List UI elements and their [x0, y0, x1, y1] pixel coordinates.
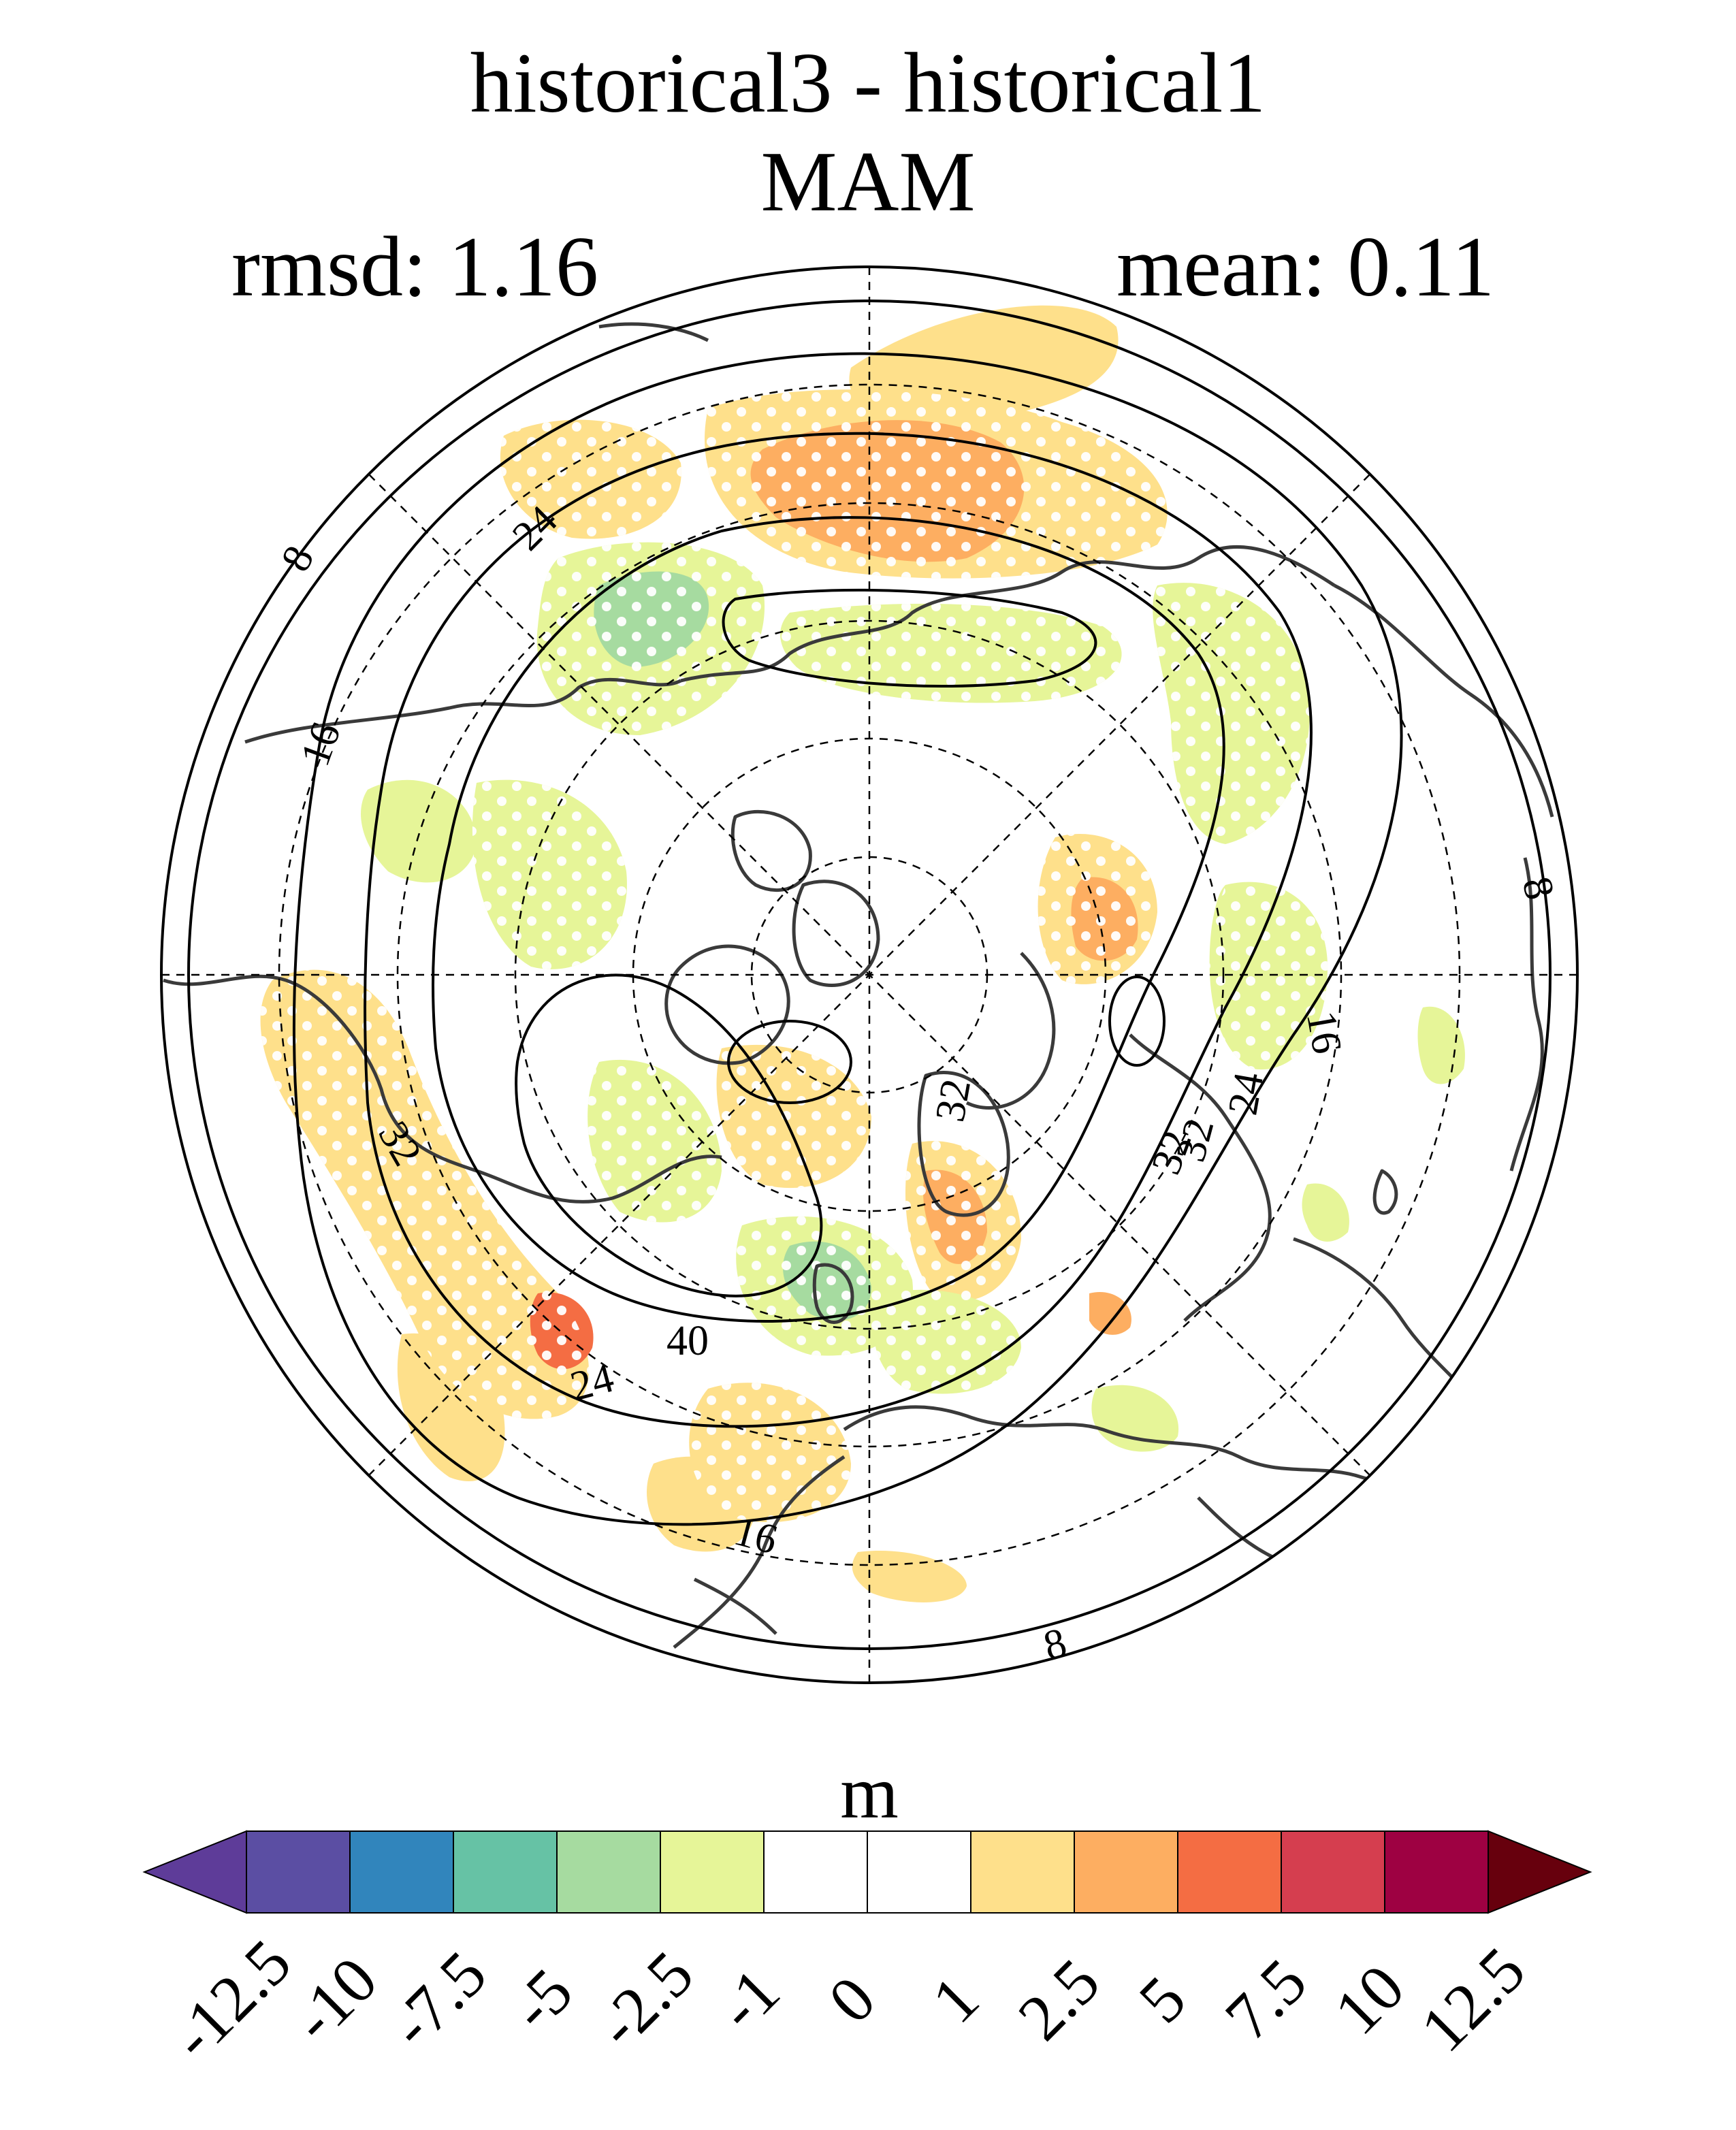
colorbar-tick-label: 12.5 [1407, 1933, 1539, 2065]
colorbar-triangle-low [142, 1830, 247, 1914]
colorbar-tick-label: -5 [496, 1954, 586, 2044]
coastline [1293, 393, 1391, 478]
colorbar-box [556, 1830, 661, 1914]
colorbar-tick-label: -2.5 [582, 1937, 707, 2061]
coastline [1333, 583, 1554, 818]
colorbar-box [1074, 1830, 1178, 1914]
colorbar-box [349, 1830, 454, 1914]
contour-label: 16 [292, 716, 350, 772]
contour-label: 8 [1513, 872, 1563, 905]
stipple-region [500, 419, 681, 539]
contour-line-40 [515, 973, 823, 1297]
colorbar-tick-label: 2.5 [1004, 1945, 1114, 2054]
stipple-region [705, 389, 1168, 579]
stipple-region [472, 779, 627, 969]
coastline [730, 809, 812, 892]
colorbar-box [763, 1830, 868, 1914]
contour-line-32 [432, 516, 1225, 1323]
contour-label: 32 [927, 1076, 980, 1125]
contour-label: 8 [272, 538, 323, 579]
coastline [965, 952, 1056, 1110]
stipple-region [780, 603, 1122, 703]
latitude-circle [514, 619, 1225, 1330]
anomaly-region [361, 779, 477, 883]
coastline [792, 880, 880, 987]
mean-label: mean: 0.11 [1116, 220, 1495, 314]
stipple-region [905, 1141, 1021, 1302]
stipple-region [1038, 833, 1157, 984]
anomaly-region [1089, 1292, 1131, 1335]
stipple-region [536, 542, 765, 735]
coastline [1509, 857, 1544, 1172]
colorbar-box [453, 1830, 558, 1914]
anomaly-region [852, 1551, 967, 1602]
coastline [1129, 1033, 1272, 1322]
contour-line-32-inner [722, 588, 1097, 688]
map-area [161, 267, 1577, 1683]
colorbar-box [660, 1830, 765, 1914]
colorbar-tick-label: 0 [814, 1962, 889, 2037]
coastline [673, 1455, 846, 1649]
stipple-region [1153, 583, 1310, 844]
coastline [664, 944, 790, 1065]
significance-stippling [260, 389, 1328, 1523]
graticule [161, 267, 1577, 1683]
stipple-region [588, 1059, 722, 1223]
stipple-region [716, 1044, 871, 1189]
colorbar-box [970, 1830, 1075, 1914]
coastline [163, 974, 722, 1204]
colorbar-tick-label: 10 [1320, 1950, 1418, 2048]
coastline [812, 1263, 854, 1324]
contour-label: 40 [666, 1318, 709, 1364]
colorbar-tick-label: 1 [918, 1962, 993, 2037]
latitude-circle [278, 383, 1461, 1566]
contour-line-24 [364, 432, 1313, 1428]
anomaly-region [1091, 1385, 1179, 1452]
title-line-1: historical3 - historical1 [470, 36, 1266, 131]
colorbar-tick-label: -10 [278, 1943, 391, 2056]
coastlines [163, 322, 1554, 1649]
coastline [244, 677, 682, 744]
colorbar-tick-label: 7.5 [1211, 1945, 1321, 2054]
coastline [693, 1577, 777, 1635]
coastline [917, 1071, 1010, 1217]
contour-line-closed [727, 1020, 852, 1104]
coastline [598, 322, 709, 342]
contour-line-closed [1108, 975, 1166, 1067]
stipple-region [1209, 882, 1328, 1070]
coastline [1372, 1169, 1398, 1215]
colorbar-tick-label: 5 [1125, 1962, 1200, 2037]
anomaly-region [1417, 1006, 1465, 1084]
colorbar-box [1281, 1830, 1385, 1914]
contour-label: 16 [1298, 1007, 1351, 1057]
colorbar-box [246, 1830, 351, 1914]
meridian-line [368, 474, 1370, 1476]
latitude-circle [396, 502, 1343, 1448]
colorbar-box [1384, 1830, 1489, 1914]
colorbar-box [867, 1830, 971, 1914]
contour-label: 24 [1219, 1069, 1272, 1118]
rmsd-label: rmsd: 1.16 [231, 220, 599, 314]
stipple-region [873, 1289, 1021, 1394]
stipple-region [689, 1383, 851, 1523]
contour-line-16 [292, 352, 1403, 1526]
colorbar-tick-label: -7.5 [375, 1937, 500, 2061]
anomaly-region [1302, 1183, 1349, 1242]
colorbar-unit-label: m [840, 1751, 899, 1834]
title-line-2: MAM [760, 135, 976, 229]
stipple-region [260, 969, 589, 1419]
colorbar-tick-label: -1 [703, 1954, 793, 2044]
colorbar-box [1177, 1830, 1282, 1914]
globe-outline [160, 265, 1579, 1684]
colorbar-triangle-high [1488, 1830, 1592, 1914]
